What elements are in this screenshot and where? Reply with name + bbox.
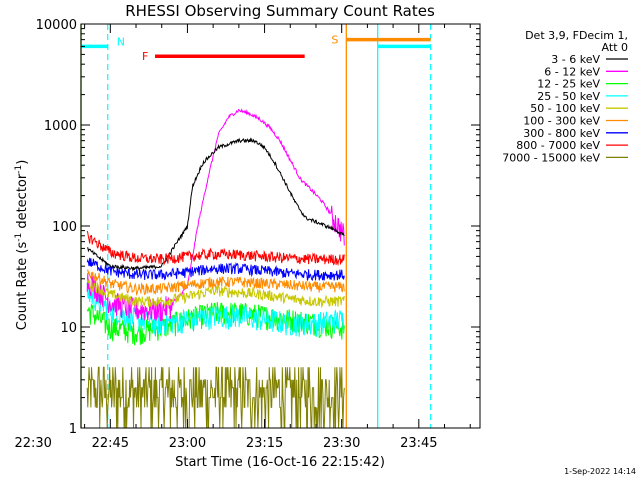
series-line-5 xyxy=(86,279,345,309)
axes-layer: 1 10 100 1000 10000 22:30 22:45 23:00 23:15 23:30… xyxy=(14,18,481,451)
legend-label: 100 - 300 keV xyxy=(523,115,600,128)
y-tick-label: 1000 xyxy=(44,119,77,134)
x-tick-label: 23:00 xyxy=(169,436,206,451)
chart-title: RHESSI Observing Summary Count Rates xyxy=(125,2,435,20)
footer-date: 1-Sep-2022 14:14 xyxy=(564,467,636,476)
y-label-part3: ) xyxy=(15,160,30,165)
legend-label: 12 - 25 keV xyxy=(537,78,600,91)
x-axis-label: Start Time (16-Oct-16 22:15:42) xyxy=(175,455,385,470)
plot-area xyxy=(80,24,432,428)
legend-label: 3 - 6 keV xyxy=(551,53,600,66)
plot-frame xyxy=(80,23,481,429)
series-line-6 xyxy=(86,269,345,296)
y-tick-label: 100 xyxy=(52,220,77,235)
series-line-1 xyxy=(87,137,345,272)
x-tick-label: 23:30 xyxy=(323,436,360,451)
series-line-7 xyxy=(86,257,345,282)
y-tick-label: 10 xyxy=(60,321,77,336)
x-tick-label: 23:45 xyxy=(400,436,437,451)
series-line-2 xyxy=(86,108,345,322)
flag-label: N xyxy=(117,35,125,48)
flag-label: S xyxy=(331,34,338,47)
flag-label: F xyxy=(142,50,148,63)
x-tick-label: 23:15 xyxy=(246,436,283,451)
legend-header-2: Att 0 xyxy=(602,41,628,54)
legend-label: 7000 - 15000 keV xyxy=(502,151,600,164)
y-label-part2: detector xyxy=(15,173,30,233)
legend-label: 50 - 100 keV xyxy=(530,102,600,115)
legend-label: 300 - 800 keV xyxy=(523,127,600,140)
y-axis-label: Count Rate (s-1 detector-1) xyxy=(14,160,30,331)
legend-label: 800 - 7000 keV xyxy=(516,139,600,152)
y-label-sup2: -1 xyxy=(14,165,24,174)
series-line-9 xyxy=(86,366,345,429)
x-tick-label: 22:45 xyxy=(92,436,129,451)
flags-layer: N F S xyxy=(81,34,431,63)
x-tick-label: 22:30 xyxy=(14,436,51,451)
series-line-4 xyxy=(86,282,345,337)
y-label-sup1: -1 xyxy=(14,233,24,242)
y-tick-label: 1 xyxy=(69,422,77,437)
legend-label: 25 - 50 keV xyxy=(537,90,600,103)
y-tick-label: 10000 xyxy=(36,18,77,33)
y-label-part1: Count Rate (s xyxy=(15,242,30,331)
legend-header-1: Det 3,9, FDecim 1, xyxy=(525,29,628,42)
series-layer xyxy=(86,108,345,429)
series-line-8 xyxy=(86,230,345,267)
legend-label: 6 - 12 keV xyxy=(544,65,600,78)
